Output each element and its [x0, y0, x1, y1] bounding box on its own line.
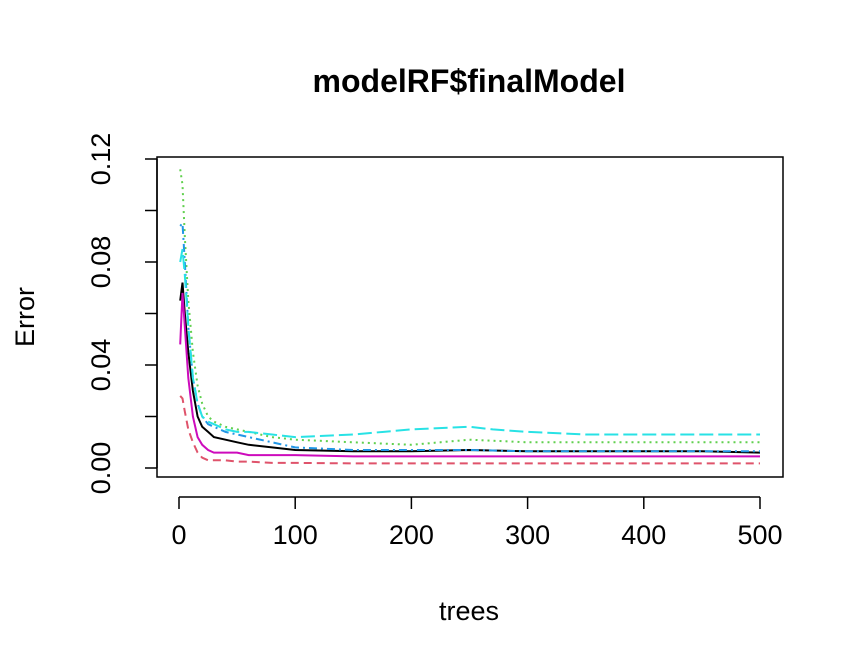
series-layer — [179, 169, 761, 465]
error-series-4-line — [179, 220, 760, 453]
error-series-3-line — [179, 169, 760, 446]
error-series-1-line — [179, 282, 761, 454]
y-axis: 0.00 0.04 0.08 0.12 — [86, 133, 158, 495]
x-tick-label: 0 — [171, 520, 186, 550]
error-series-6-line — [179, 292, 760, 458]
error-series-2-line — [179, 395, 760, 465]
x-tick-label: 300 — [505, 520, 550, 550]
y-tick-label: 0.12 — [86, 133, 116, 186]
y-axis-label: Error — [10, 287, 40, 347]
x-axis: 0 100 200 300 400 500 — [171, 496, 783, 550]
chart-title: modelRF$finalModel — [313, 63, 626, 99]
x-tick-label: 200 — [389, 520, 434, 550]
y-tick-label: 0.00 — [86, 442, 116, 495]
error-series-5-line — [179, 248, 760, 439]
y-tick-label: 0.04 — [86, 339, 116, 392]
x-axis-label: trees — [439, 596, 499, 626]
x-tick-label: 100 — [273, 520, 318, 550]
plot-frame — [156, 156, 784, 478]
x-tick-label: 500 — [737, 520, 782, 550]
x-tick-label: 400 — [621, 520, 666, 550]
y-tick-label: 0.08 — [86, 236, 116, 289]
